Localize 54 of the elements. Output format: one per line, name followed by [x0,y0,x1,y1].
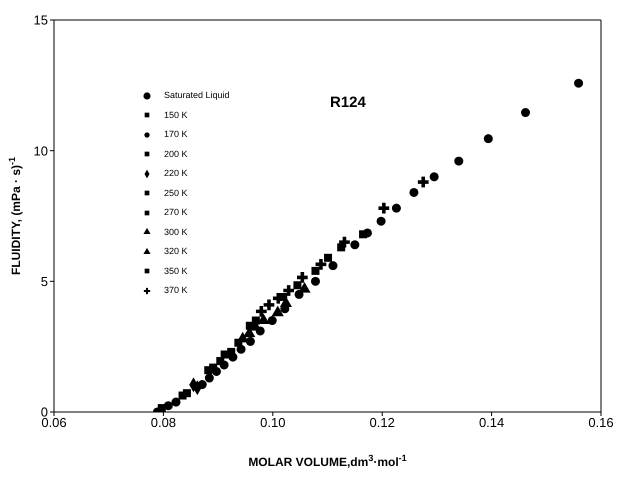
point [418,176,429,188]
x-axis-title: MOLAR VOLUME,dm$^{3}$·mol$^{-1}$ [248,453,407,469]
point [521,108,530,118]
point [293,281,302,290]
legend-label: 220 K [164,167,188,180]
y-tick-label: 15 [34,12,48,28]
point [574,78,584,88]
x-tick-label: 0.14 [478,415,504,430]
point [454,156,464,166]
legend-label: 200 K [164,148,188,160]
point [310,276,320,286]
point [430,172,439,182]
point [283,285,294,296]
point [164,401,173,410]
legend-label: 170 K [164,128,188,141]
x-tick-label: 0.16 [588,415,614,430]
point [182,389,191,398]
point [268,316,277,326]
point [256,306,267,317]
legend-label: 300 K [164,226,188,238]
point [339,236,350,248]
point [392,204,401,213]
point [409,188,418,197]
point [209,364,218,372]
point [350,240,360,250]
legend-label: 370 K [164,284,188,297]
legend-label: 320 K [164,245,188,258]
x-tick-label: 0.08 [150,415,176,430]
legend-label: 150 K [164,108,188,122]
legend-label: 270 K [164,206,188,219]
point [246,322,254,330]
point [316,258,326,270]
text: R124 [330,94,366,111]
y-tick-label: 5 [40,274,48,289]
point [252,316,260,325]
point [376,216,386,226]
point [204,374,214,383]
legend-label: 350 K [164,264,188,278]
point [171,398,180,407]
point [484,134,493,144]
point [311,266,320,275]
point [378,202,390,214]
x-tick-label: 0.12 [370,415,395,430]
point [216,357,224,366]
point [227,348,236,356]
point [264,299,274,310]
point [296,272,308,283]
legend-label: Saturated Liquid [164,89,230,102]
x-tick-label: 0.10 [260,415,286,430]
point [359,230,368,238]
point [328,261,338,270]
y-tick-label: 10 [34,143,48,158]
point [324,254,332,262]
legend-label: 250 K [164,186,188,200]
